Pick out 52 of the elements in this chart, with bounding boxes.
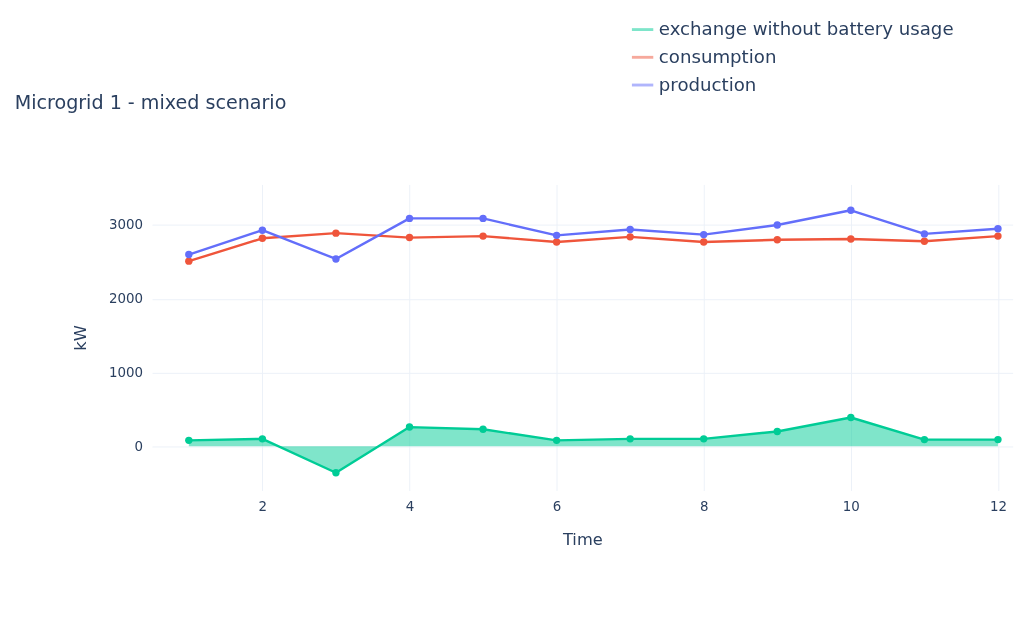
x-tick-label: 6 xyxy=(552,499,562,515)
y-tick-label: 3000 xyxy=(108,217,143,233)
point xyxy=(479,425,487,433)
point xyxy=(185,257,193,265)
y-tick-label: 0 xyxy=(134,438,143,454)
point xyxy=(332,255,340,263)
legend-label: production xyxy=(658,73,757,95)
point xyxy=(405,423,414,431)
point xyxy=(405,233,414,242)
point xyxy=(847,413,855,422)
point xyxy=(920,435,929,444)
point xyxy=(479,232,487,240)
y-axis-title: kW xyxy=(70,325,90,351)
point xyxy=(700,230,708,239)
point xyxy=(258,234,267,243)
point xyxy=(552,436,561,445)
point xyxy=(847,206,855,214)
point xyxy=(700,238,708,246)
point xyxy=(994,232,1002,240)
point xyxy=(626,225,634,234)
point xyxy=(700,435,708,443)
point xyxy=(994,435,1002,444)
point xyxy=(626,233,634,241)
chart-title: Microgrid 1 - mixed scenario xyxy=(14,90,287,114)
point xyxy=(773,427,781,436)
x-tick-label: 2 xyxy=(258,499,268,515)
point xyxy=(994,225,1002,233)
point xyxy=(405,214,414,223)
x-tick-label: 10 xyxy=(842,499,860,515)
point xyxy=(552,238,561,246)
point xyxy=(847,235,855,243)
point xyxy=(773,236,781,244)
point xyxy=(185,250,193,259)
point xyxy=(332,469,340,477)
point xyxy=(626,435,634,443)
point xyxy=(773,221,781,229)
point xyxy=(552,231,561,240)
point xyxy=(258,226,267,234)
point xyxy=(258,435,267,443)
x-axis-title: Time xyxy=(561,530,603,550)
legend-label: exchange without battery usage xyxy=(658,18,954,40)
point xyxy=(920,230,929,238)
point xyxy=(479,214,487,223)
y-tick-label: 1000 xyxy=(108,364,143,380)
point xyxy=(920,237,929,245)
y-tick-label: 2000 xyxy=(108,291,143,307)
x-tick-label: 8 xyxy=(699,499,709,515)
x-tick-label: 12 xyxy=(989,499,1007,515)
point xyxy=(332,229,340,237)
x-tick-label: 4 xyxy=(405,499,415,515)
point xyxy=(185,436,193,445)
legend-label: consumption xyxy=(658,46,777,68)
